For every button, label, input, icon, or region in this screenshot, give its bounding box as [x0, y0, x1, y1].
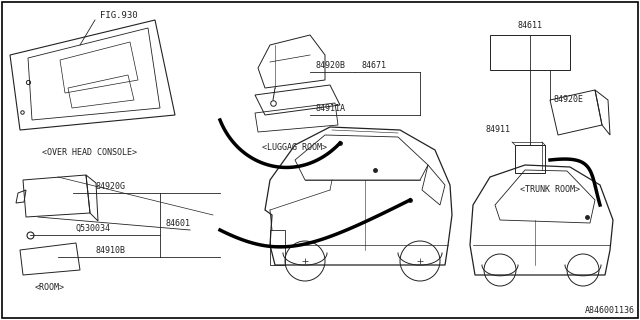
- Text: Q530034: Q530034: [75, 224, 110, 233]
- Bar: [515, 145, 545, 173]
- Text: 84601: 84601: [165, 219, 190, 228]
- Text: A846001136: A846001136: [585, 306, 635, 315]
- Text: 84920G: 84920G: [95, 182, 125, 191]
- Text: <LUGGAG ROOM>: <LUGGAG ROOM>: [262, 143, 328, 152]
- Text: 84910B: 84910B: [95, 246, 125, 255]
- Text: FIG.930: FIG.930: [100, 12, 138, 20]
- Bar: [270, 230, 285, 265]
- Text: <ROOM>: <ROOM>: [35, 283, 65, 292]
- Bar: [490, 35, 570, 70]
- Text: 84911: 84911: [485, 125, 510, 134]
- Text: 84911A: 84911A: [315, 104, 345, 113]
- Text: 84671: 84671: [362, 61, 387, 70]
- Text: 84920E: 84920E: [553, 95, 583, 104]
- Text: <OVER HEAD CONSOLE>: <OVER HEAD CONSOLE>: [42, 148, 138, 157]
- Text: 84920B: 84920B: [315, 61, 345, 70]
- Text: 84611: 84611: [518, 21, 543, 30]
- Text: <TRUNK ROOM>: <TRUNK ROOM>: [520, 185, 580, 194]
